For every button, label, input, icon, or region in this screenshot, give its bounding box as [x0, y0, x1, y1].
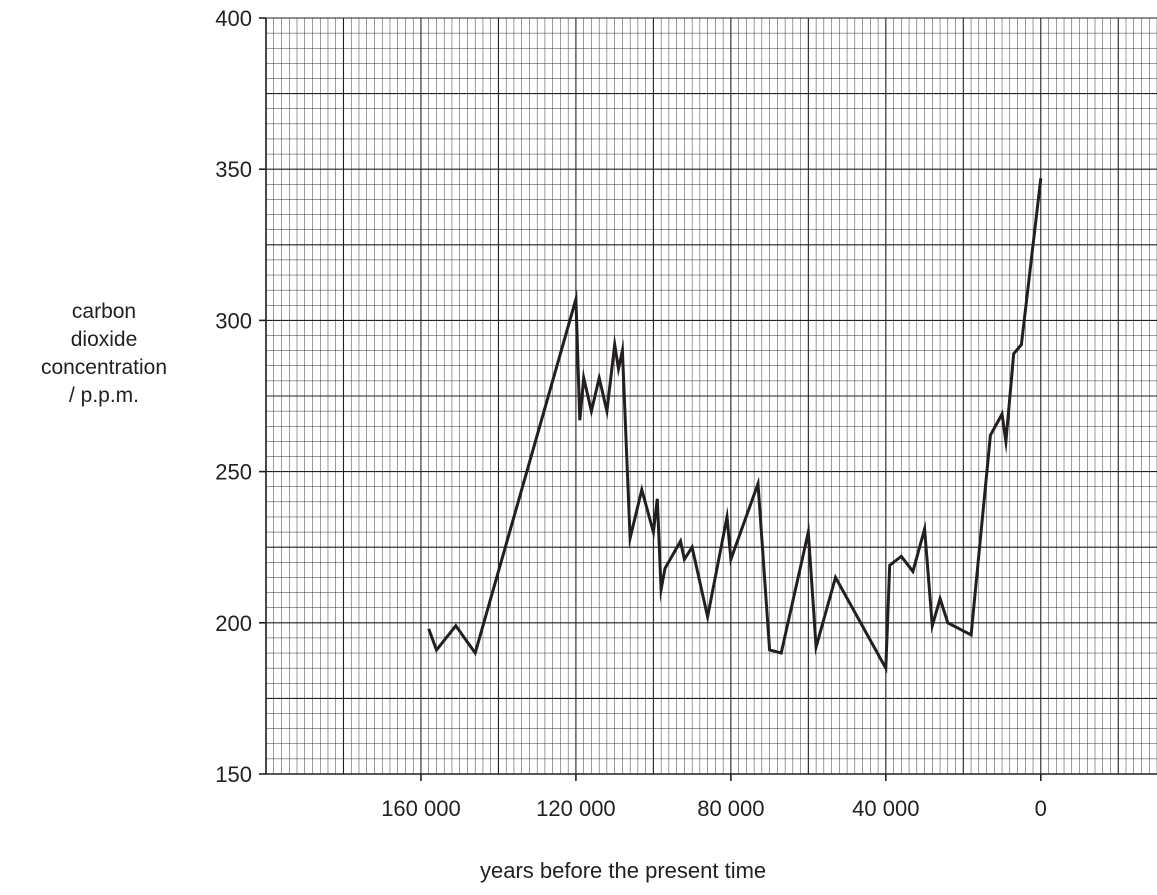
y-axis-label-line-3: concentration	[40, 356, 168, 379]
y-tick-labels: 150 200 250 300 350 400	[215, 6, 252, 787]
y-tick-label: 300	[215, 308, 252, 333]
x-axis-label: years before the present time	[480, 858, 767, 883]
y-axis-label: carbon dioxide concentration / p.p.m.	[18, 298, 190, 410]
x-tick-label: 160 000	[381, 796, 461, 821]
y-tick-label: 350	[215, 157, 252, 182]
x-tick-labels: 160 000 120 000 80 000 40 000 0	[381, 796, 1047, 821]
x-tick-label: 120 000	[536, 796, 616, 821]
y-tick-label: 150	[215, 762, 252, 787]
axes	[259, 17, 1157, 781]
y-axis-label-line-2: dioxide	[70, 328, 138, 351]
x-tick-label: 40 000	[852, 796, 919, 821]
y-axis-label-line-1: carbon	[71, 300, 137, 323]
y-axis-label-line-4: / p.p.m.	[68, 384, 140, 407]
y-tick-label: 400	[215, 6, 252, 31]
y-tick-label: 250	[215, 460, 252, 485]
x-tick-label: 80 000	[697, 796, 764, 821]
major-gridlines	[265, 17, 1157, 775]
y-tick-label: 200	[215, 611, 252, 636]
series-line-1	[427, 178, 1043, 674]
x-tick-label: 0	[1035, 796, 1047, 821]
series-group	[427, 178, 1043, 674]
